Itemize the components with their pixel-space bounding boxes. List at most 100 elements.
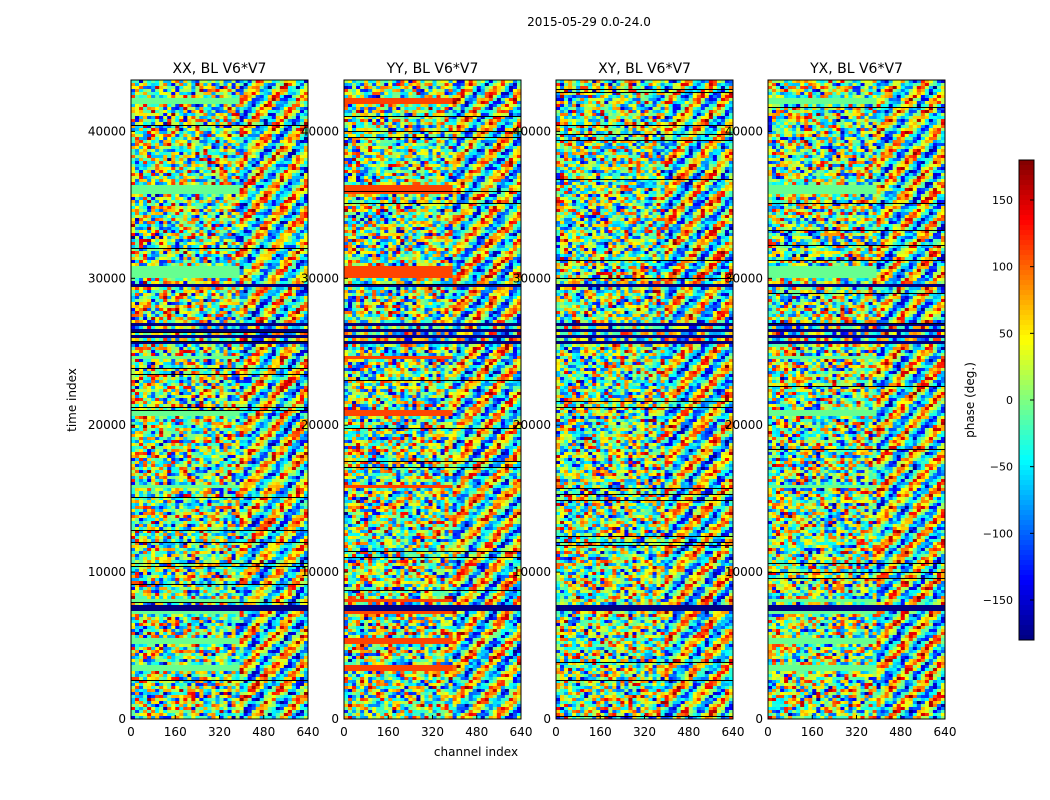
- phase-cell: [255, 206, 261, 209]
- phase-cell: [171, 365, 176, 368]
- phase-cell: [243, 272, 249, 275]
- phase-cell: [183, 332, 188, 335]
- phase-cell: [135, 350, 140, 353]
- phase-cell: [163, 95, 168, 98]
- phase-cell: [215, 386, 220, 389]
- phase-cell: [195, 239, 200, 242]
- phase-cell: [227, 263, 232, 266]
- phase-cell: [219, 314, 224, 317]
- phase-cell: [163, 326, 168, 329]
- phase-cell: [139, 152, 144, 155]
- phase-cell: [243, 320, 249, 323]
- phase-cell: [187, 395, 192, 398]
- phase-cell: [239, 356, 245, 359]
- phase-cell: [215, 185, 220, 188]
- phase-cell: [239, 371, 245, 374]
- phase-cell: [283, 242, 289, 245]
- phase-cell: [251, 176, 257, 179]
- phase-cell: [175, 413, 180, 416]
- phase-cell: [263, 317, 269, 320]
- phase-cell: [227, 227, 232, 230]
- phase-cell: [191, 161, 196, 164]
- phase-cell: [207, 284, 212, 287]
- phase-cell: [203, 83, 208, 86]
- phase-cell: [251, 386, 257, 389]
- phase-cell: [175, 188, 180, 191]
- phase-cell: [239, 341, 245, 344]
- phase-cell: [291, 80, 297, 83]
- phase-cell: [219, 299, 224, 302]
- phase-cell: [219, 242, 224, 245]
- phase-cell: [179, 209, 184, 212]
- phase-cell: [207, 230, 212, 233]
- phase-cell: [191, 302, 196, 305]
- phase-cell: [243, 311, 249, 314]
- phase-cell: [167, 305, 172, 308]
- phase-cell: [151, 290, 156, 293]
- phase-cell: [263, 155, 269, 158]
- phase-cell: [199, 293, 204, 296]
- phase-cell: [263, 287, 269, 290]
- phase-cell: [247, 404, 253, 407]
- phase-cell: [179, 362, 184, 365]
- phase-cell: [171, 251, 176, 254]
- phase-cell: [219, 119, 224, 122]
- phase-cell: [287, 416, 293, 419]
- phase-cell: [159, 191, 164, 194]
- phase-cell: [171, 359, 176, 362]
- phase-cell: [279, 365, 285, 368]
- phase-cell: [243, 287, 249, 290]
- phase-cell: [223, 353, 228, 356]
- phase-cell: [247, 368, 253, 371]
- phase-cell: [275, 269, 281, 272]
- phase-cell: [231, 185, 236, 188]
- phase-cell: [283, 392, 289, 395]
- phase-cell: [155, 206, 160, 209]
- phase-cell: [239, 185, 245, 188]
- phase-cell: [167, 413, 172, 416]
- phase-cell: [291, 119, 297, 122]
- phase-cell: [171, 170, 176, 173]
- phase-cell: [223, 371, 228, 374]
- phase-cell: [227, 167, 232, 170]
- phase-cell: [231, 359, 236, 362]
- phase-cell: [251, 107, 257, 110]
- phase-cell: [223, 416, 228, 419]
- phase-cell: [303, 275, 308, 278]
- phase-cell: [143, 404, 148, 407]
- phase-cell: [295, 350, 301, 353]
- phase-cell: [239, 308, 245, 311]
- phase-cell: [287, 110, 293, 113]
- phase-cell: [179, 407, 184, 410]
- phase-cell: [143, 389, 148, 392]
- phase-cell: [159, 335, 164, 338]
- phase-cell: [303, 200, 308, 203]
- phase-cell: [139, 374, 144, 377]
- phase-cell: [163, 389, 168, 392]
- phase-cell: [167, 299, 172, 302]
- phase-cell: [227, 356, 232, 359]
- phase-cell: [199, 398, 204, 401]
- phase-cell: [195, 161, 200, 164]
- phase-cell: [211, 110, 216, 113]
- phase-cell: [251, 299, 257, 302]
- phase-cell: [275, 317, 281, 320]
- phase-cell: [255, 134, 261, 137]
- phase-cell: [231, 134, 236, 137]
- phase-cell: [267, 119, 273, 122]
- phase-cell: [147, 386, 152, 389]
- phase-cell: [171, 248, 176, 251]
- phase-cell: [187, 350, 192, 353]
- phase-cell: [131, 248, 136, 251]
- phase-cell: [195, 203, 200, 206]
- phase-cell: [259, 230, 265, 233]
- phase-cell: [255, 380, 261, 383]
- phase-cell: [227, 380, 232, 383]
- phase-cell: [215, 365, 220, 368]
- phase-cell: [287, 197, 293, 200]
- phase-cell: [239, 350, 245, 353]
- phase-cell: [299, 161, 305, 164]
- phase-cell: [191, 341, 196, 344]
- phase-cell: [159, 392, 164, 395]
- phase-cell: [163, 299, 168, 302]
